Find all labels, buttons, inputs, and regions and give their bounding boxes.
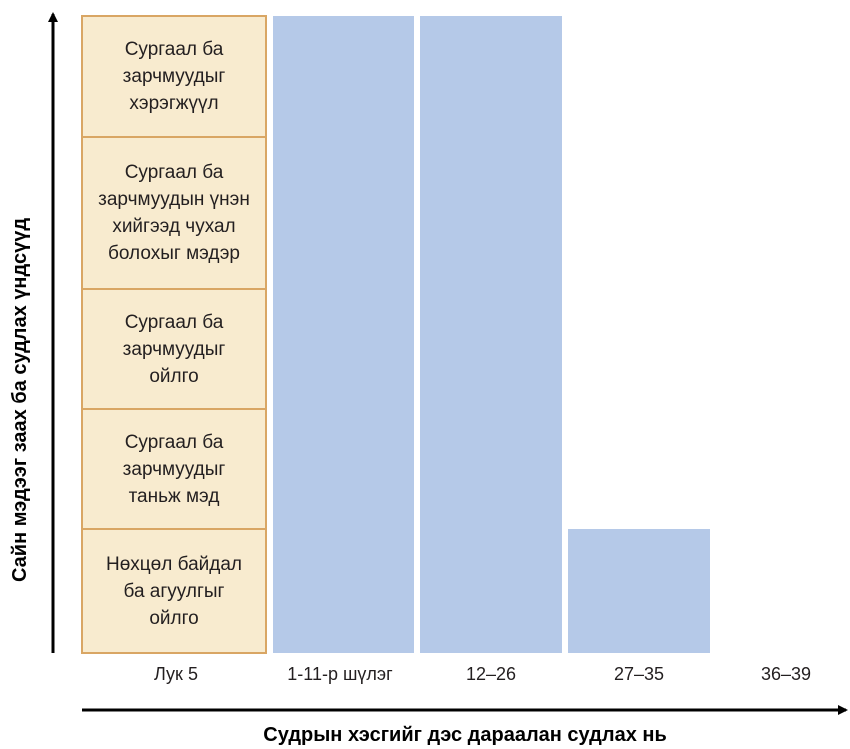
level-cell [81, 528, 267, 654]
column-label: Лук 5 [154, 663, 198, 684]
level-label: Сургаал ба зарчмуудыг ойлго [122, 311, 226, 387]
coverage-bar [273, 16, 414, 653]
column-label: 36–39 [760, 663, 812, 684]
level-label: Сургаал ба зарчмуудыг хэрэгжүүл [122, 39, 226, 114]
level-label: Сургаал ба зарчмуудын үнэн хийгээд чухал… [98, 162, 250, 264]
level-label: Нөхцөл байдал ба агуулгыг ойлго [106, 553, 242, 629]
level-cell [81, 15, 267, 138]
level-label: Сургаал ба зарчмуудыг таньж мэд [122, 431, 226, 507]
x-axis-title: Судрын хэсгийг дэс дараалан судлах нь [263, 724, 667, 746]
column-label: 27–35 [613, 663, 665, 684]
column-label: 12–26 [465, 663, 517, 684]
levels-stack [81, 15, 267, 654]
column-label: 1-11-р шүлэг [287, 663, 393, 684]
y-axis-title: Сайн мэдээг заах ба судлах үндсүүд [9, 218, 31, 582]
bars-layer [273, 16, 710, 653]
coverage-bar [420, 16, 562, 653]
coverage-bar [568, 529, 710, 653]
